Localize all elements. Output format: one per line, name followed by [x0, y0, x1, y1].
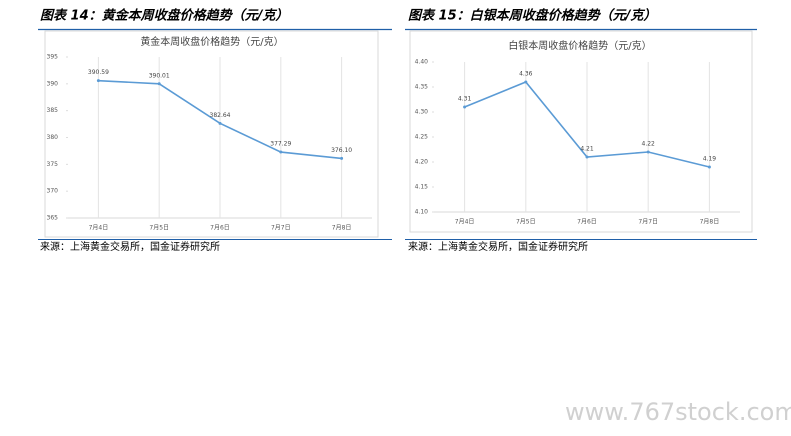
- data-label: 390.01: [149, 72, 170, 79]
- data-label: 376.10: [331, 147, 352, 154]
- point: [524, 80, 528, 84]
- data-label: 390.59: [88, 69, 109, 76]
- source: 来源：上海黄金交易所，国金证券研究所: [40, 240, 220, 253]
- chart-frame: [44, 30, 379, 238]
- data-label: 4.21: [580, 146, 594, 153]
- x-tick-label: 7月6日: [210, 225, 230, 232]
- data-label: 377.29: [270, 141, 291, 148]
- y-tick-label: 4.25: [415, 134, 429, 141]
- y-tick-label: 365: [47, 215, 59, 222]
- chart-title: 黄金本周收盘价格趋势（元/克）: [140, 35, 283, 48]
- x-tick-label: 7月4日: [455, 219, 475, 226]
- x-tick-label: 7月7日: [271, 225, 291, 232]
- figure-caption: 图表 14：黄金本周收盘价格趋势（元/克）: [40, 8, 288, 24]
- point: [646, 150, 650, 154]
- figure-caption: 图表 15：白银本周收盘价格趋势（元/克）: [408, 8, 656, 24]
- y-tick-label: 4.20: [415, 159, 429, 166]
- data-label: 4.36: [519, 71, 533, 78]
- y-tick-label: 4.15: [415, 184, 429, 191]
- chart-frame: [409, 30, 753, 233]
- point: [96, 79, 100, 83]
- y-tick-label: 4.40: [415, 59, 429, 66]
- point: [463, 105, 467, 109]
- point: [585, 155, 589, 159]
- x-tick-label: 7月5日: [516, 219, 536, 226]
- point: [340, 156, 344, 160]
- x-tick-label: 7月7日: [638, 219, 658, 226]
- source: 来源：上海黄金交易所，国金证券研究所: [408, 240, 588, 253]
- x-tick-label: 7月8日: [700, 219, 720, 226]
- point: [707, 165, 711, 169]
- point: [279, 150, 283, 154]
- y-tick-label: 375: [47, 161, 59, 168]
- point: [218, 121, 222, 125]
- y-tick-label: 390: [47, 80, 59, 87]
- y-tick-label: 380: [47, 134, 59, 141]
- x-tick-label: 7月8日: [332, 225, 352, 232]
- y-tick-label: 385: [47, 107, 59, 114]
- x-tick-label: 7月6日: [577, 219, 597, 226]
- y-tick-label: 4.10: [415, 209, 429, 216]
- data-label: 4.22: [642, 141, 656, 148]
- data-label: 4.31: [458, 96, 472, 103]
- watermark: www.767stock.com: [565, 398, 791, 426]
- y-tick-label: 4.35: [415, 84, 429, 91]
- y-tick-label: 4.30: [415, 109, 429, 116]
- data-label: 4.19: [703, 156, 717, 163]
- y-tick-label: 370: [47, 188, 59, 195]
- chart-title: 白银本周收盘价格趋势（元/克）: [508, 39, 651, 52]
- point: [157, 82, 161, 86]
- x-tick-label: 7月4日: [89, 225, 109, 232]
- y-tick-label: 395: [47, 54, 59, 61]
- x-tick-label: 7月5日: [149, 225, 169, 232]
- data-label: 382.64: [210, 112, 231, 119]
